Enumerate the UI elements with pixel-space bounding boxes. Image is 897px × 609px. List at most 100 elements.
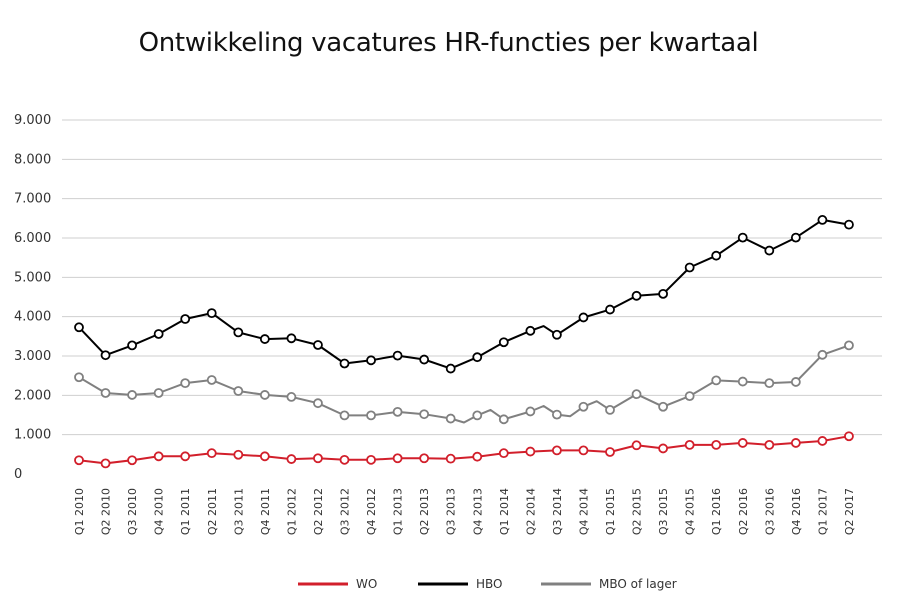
x-tick-label: Q3 2013 [445,488,458,535]
x-tick-label: Q4 2014 [577,488,590,535]
x-tick-label: Q2 2011 [206,488,219,535]
x-tick-label: Q1 2014 [498,488,511,535]
data-point [74,322,84,333]
data-point [844,340,854,351]
data-point [366,355,376,366]
x-tick-label: Q1 2011 [179,488,192,535]
data-point [259,451,270,462]
y-tick-label: 9.000 [14,113,51,128]
legend-label: MBO of lager [599,577,677,591]
data-point [631,290,642,301]
x-axis-ticks: Q1 2010 Q2 2010 Q3 2010 Q4 2010 Q1 2011 Q2 20… [73,488,856,535]
data-point [764,439,775,450]
data-point [737,376,748,387]
x-tick-label: Q4 2011 [259,488,272,535]
y-tick-label: 0 [14,467,22,482]
x-tick-label: Q4 2010 [153,488,166,535]
y-tick-label: 6.000 [14,231,51,246]
data-point [233,327,244,338]
series-lines [78,218,850,465]
data-point [286,333,297,344]
data-point [74,455,84,466]
data-point [313,398,323,409]
data-point [498,414,509,425]
data-point [684,391,695,402]
data-point [578,445,589,456]
data-point [578,312,589,323]
x-tick-label: Q1 2010 [73,488,86,535]
data-point [525,325,536,336]
x-tick-label: Q1 2017 [816,488,829,535]
data-point [472,352,483,363]
data-point [313,340,323,350]
data-point [339,358,350,369]
legend-label: HBO [476,577,503,591]
data-point [259,390,270,400]
series-line [78,344,850,424]
data-point [817,215,828,225]
x-tick-label: Q4 2016 [790,488,803,535]
data-point [764,245,775,256]
series-markers [74,215,854,469]
data-point [790,438,801,448]
data-point [74,372,84,383]
y-tick-label: 8.000 [14,152,51,167]
x-tick-label: Q2 2010 [100,488,113,535]
x-tick-label: Q1 2013 [392,488,405,535]
data-point [684,439,695,450]
data-point [286,392,297,402]
data-point [180,378,191,389]
data-point [366,454,376,465]
data-point [552,329,562,340]
data-point [472,410,483,421]
series-line [78,435,850,465]
data-point [233,449,244,460]
data-point [445,413,456,424]
data-point [153,388,164,398]
data-point [631,389,642,400]
x-tick-label: Q4 2013 [471,488,484,535]
data-point [127,340,138,351]
x-tick-label: Q3 2010 [126,488,139,535]
data-point [817,349,828,360]
data-point [127,390,138,400]
data-point [180,314,191,324]
y-tick-label: 2.000 [14,388,51,403]
chart-title: Ontwikkeling vacatures HR-functies per k… [138,28,759,58]
data-point [127,455,138,466]
data-point [498,448,509,459]
data-point [100,388,111,398]
x-tick-label: Q2 2017 [843,488,856,535]
data-point [605,304,615,315]
y-tick-label: 3.000 [14,349,51,364]
x-tick-label: Q2 2014 [524,488,537,535]
data-point [366,410,376,421]
data-point [764,378,775,389]
data-point [817,436,828,446]
data-point [313,453,323,464]
x-tick-label: Q1 2016 [710,488,723,535]
data-point [100,458,111,469]
data-point [206,375,217,385]
x-tick-label: Q1 2015 [604,488,617,535]
y-tick-label: 5.000 [14,270,51,285]
y-tick-label: 1.000 [14,428,51,443]
data-point [392,350,403,361]
data-point [658,401,668,412]
data-point [578,401,589,412]
x-tick-label: Q2 2016 [737,488,750,535]
x-tick-label: Q3 2016 [763,488,776,535]
data-point [525,446,536,457]
data-point [605,447,615,457]
data-point [233,386,244,396]
data-point [711,375,722,386]
data-point [206,308,217,319]
data-point [392,406,403,417]
y-tick-label: 7.000 [14,192,51,207]
x-tick-label: Q3 2014 [551,488,564,535]
series-line [78,218,850,370]
data-point [180,451,191,462]
data-point [844,431,854,442]
data-point [790,232,801,243]
